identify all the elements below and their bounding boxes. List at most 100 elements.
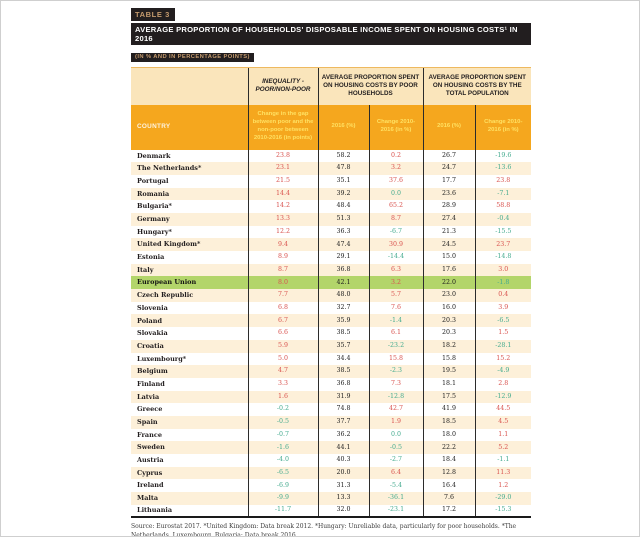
table-row: Cyprus -6.5 20.0 6.4 12.8 11.3 [131, 466, 532, 480]
value-cell: -0.5 [368, 441, 424, 454]
value-cell: -6.5 [474, 314, 532, 328]
value-cell: 37.7 [317, 415, 369, 429]
value-cell: 74.8 [317, 403, 369, 416]
country-cell: Slovenia [137, 303, 168, 312]
table-row: Greece -0.2 74.8 42.7 41.9 44.5 [131, 403, 532, 416]
table-row: Slovakia 6.6 38.5 6.1 20.3 1.5 [131, 327, 532, 340]
value-cell: 2.8 [474, 377, 532, 391]
value-cell: 7.7 [247, 289, 318, 302]
value-cell: 6.7 [247, 314, 318, 328]
country-cell: Estonia [137, 253, 165, 262]
value-cell: -0.2 [247, 403, 318, 416]
value-cell: -2.3 [368, 365, 424, 378]
value-cell: 23.6 [422, 187, 476, 201]
table-row: Latvia 1.6 31.9 -12.8 17.5 -12.9 [131, 390, 532, 404]
table-body: Denmark 23.8 58.2 0.2 26.7 -19.6 The Netherlan… [131, 149, 532, 518]
table-figure: TABLE 3 AVERAGE PROPORTION OF HOUSEHOLDS… [131, 4, 532, 536]
value-cell: -14.4 [368, 251, 424, 264]
value-cell: 5.7 [368, 289, 424, 302]
table-row: Poland 6.7 35.9 -1.4 20.3 -6.5 [131, 314, 532, 328]
country-cell: Austria [137, 456, 164, 465]
value-cell: 21.3 [422, 225, 476, 239]
value-cell: 6.3 [368, 263, 424, 277]
value-cell: 28.9 [422, 200, 476, 213]
value-cell: -4.9 [474, 365, 532, 378]
housing-costs-table: INEQUALITY - POOR/NON-POOR AVERAGE PROPO… [131, 67, 532, 519]
value-cell: 5.2 [474, 441, 532, 454]
country-cell: Slovakia [137, 329, 168, 338]
value-cell: 40.3 [317, 454, 369, 467]
value-cell: 22.0 [422, 276, 476, 290]
value-cell: -12.8 [368, 390, 424, 404]
table-row: Lithuania -11.7 32.0 -23.1 17.2 -15.3 [131, 504, 532, 518]
value-cell: 26.7 [422, 149, 476, 163]
value-cell: 14.2 [247, 200, 318, 213]
value-cell: -2.7 [368, 454, 424, 467]
country-cell: Latvia [137, 392, 160, 401]
value-cell: 3.9 [474, 301, 532, 315]
value-cell: 17.2 [422, 504, 476, 518]
country-cell: Hungary* [137, 227, 172, 236]
value-cell: 35.1 [317, 174, 369, 188]
column-header-row: COUNTRY Change in the gap between poor a… [131, 104, 532, 150]
value-cell: 8.9 [247, 251, 318, 264]
value-cell: 0.0 [368, 428, 424, 442]
value-cell: -28.1 [474, 339, 532, 353]
value-cell: 32.7 [317, 301, 369, 315]
table-row: Hungary* 12.2 36.3 -6.7 21.3 -15.5 [131, 225, 532, 239]
group-header-row: INEQUALITY - POOR/NON-POOR AVERAGE PROPO… [131, 67, 532, 105]
value-cell: -14.8 [474, 251, 532, 264]
value-cell: 58.8 [474, 200, 532, 213]
value-cell: 32.0 [317, 504, 369, 518]
value-cell: 22.2 [422, 441, 476, 454]
value-cell: -0.5 [247, 415, 318, 429]
value-cell: 17.5 [422, 390, 476, 404]
value-cell: -1.4 [368, 314, 424, 328]
value-cell: 58.2 [317, 149, 369, 163]
country-cell: Portugal [137, 176, 169, 185]
table-row: Ireland -6.9 31.3 -5.4 16.4 1.2 [131, 479, 532, 493]
value-cell: -11.7 [247, 504, 318, 518]
country-cell: Malta [137, 494, 159, 503]
value-cell: 15.8 [422, 352, 476, 366]
value-cell: -12.9 [474, 390, 532, 404]
country-cell: Belgium [137, 367, 168, 376]
value-cell: 12.2 [247, 225, 318, 239]
value-cell: 3.2 [368, 162, 424, 175]
value-cell: 30.9 [368, 238, 424, 251]
value-cell: -15.5 [474, 225, 532, 239]
table-row: Finland 3.3 36.8 7.3 18.1 2.8 [131, 377, 532, 391]
value-cell: 15.2 [474, 352, 532, 366]
value-cell: 21.5 [247, 174, 318, 188]
country-cell: United Kingdom* [137, 240, 201, 249]
value-cell: 23.1 [247, 162, 318, 175]
country-cell: France [137, 430, 162, 439]
value-cell: 38.5 [317, 365, 369, 378]
value-cell: 65.2 [368, 200, 424, 213]
value-cell: 1.5 [474, 327, 532, 340]
value-cell: 34.4 [317, 352, 369, 366]
country-cell: Romania [137, 189, 170, 198]
value-cell: -15.3 [474, 504, 532, 518]
value-cell: 20.3 [422, 314, 476, 328]
column-header-gap-change: Change in the gap between poor and the n… [247, 104, 318, 150]
value-cell: 0.4 [474, 289, 532, 302]
value-cell: -13.6 [474, 162, 532, 175]
value-cell: 16.0 [422, 301, 476, 315]
country-cell: Luxembourg* [137, 354, 187, 363]
country-cell: Poland [137, 316, 163, 325]
value-cell: -6.9 [247, 479, 318, 493]
column-header-country: COUNTRY [131, 104, 248, 150]
country-cell: Czech Republic [137, 291, 194, 300]
value-cell: 31.3 [317, 479, 369, 493]
value-cell: 0.2 [368, 149, 424, 163]
country-cell: Italy [137, 265, 154, 274]
table-row: Italy 8.7 36.8 6.3 17.6 3.0 [131, 263, 532, 277]
value-cell: 3.2 [368, 276, 424, 290]
value-cell: 18.2 [422, 339, 476, 353]
value-cell: 29.1 [317, 251, 369, 264]
column-header-poor-change: Change 2010-2016 (in %) [368, 104, 424, 150]
value-cell: 44.1 [317, 441, 369, 454]
value-cell: -6.5 [247, 466, 318, 480]
value-cell: 37.6 [368, 174, 424, 188]
